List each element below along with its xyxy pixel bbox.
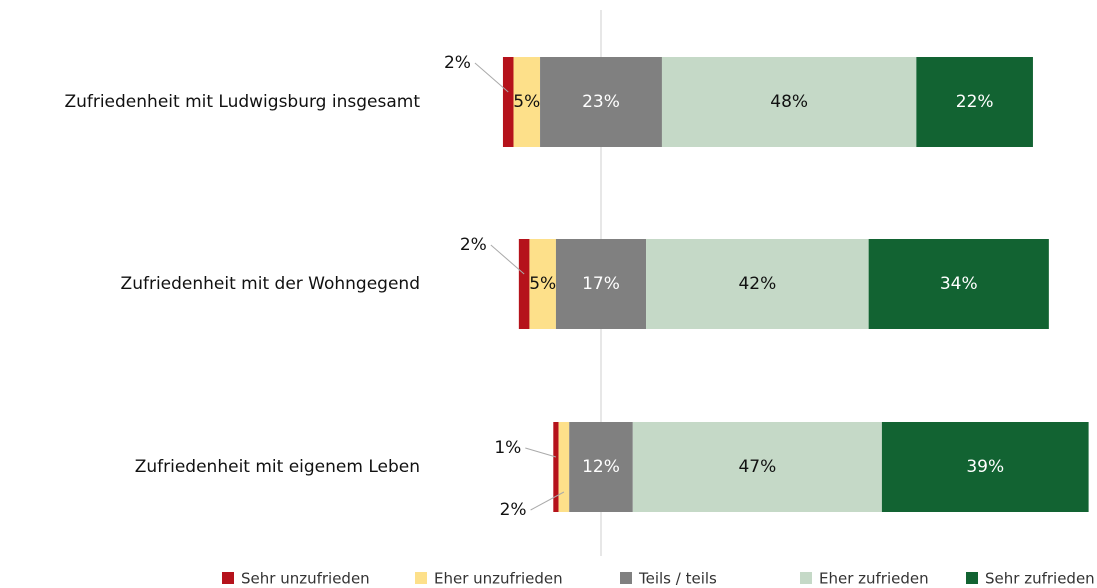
legend-swatch: [222, 572, 234, 584]
bar-segment: [518, 239, 530, 329]
legend-swatch: [620, 572, 632, 584]
value-label: 5%: [513, 92, 540, 112]
bars: [502, 57, 1089, 512]
legend-label: Teils / teils: [638, 570, 717, 588]
bar-segment: [646, 239, 869, 329]
bar-segment: [529, 239, 556, 329]
value-label: 2%: [460, 235, 487, 255]
value-label: 2%: [500, 500, 527, 520]
leader-line: [490, 244, 525, 275]
legend-label: Sehr unzufrieden: [241, 570, 370, 588]
category-label: Zufriedenheit mit Ludwigsburg insgesamt: [64, 92, 420, 112]
value-label: 17%: [582, 274, 620, 294]
bar-segment: [558, 422, 570, 512]
legend-label: Sehr zufrieden: [985, 570, 1095, 588]
category-label: Zufriedenheit mit der Wohngegend: [121, 274, 420, 294]
bar-segment: [868, 239, 1049, 329]
leader-line: [530, 491, 565, 511]
value-label: 12%: [582, 457, 620, 477]
bar-segment: [632, 422, 882, 512]
value-label: 48%: [770, 92, 808, 112]
value-label: 1%: [494, 438, 521, 458]
value-label: 23%: [582, 92, 620, 112]
bar-segment: [502, 57, 514, 147]
legend-label: Eher zufrieden: [819, 570, 929, 588]
value-label: 34%: [940, 274, 978, 294]
leader-line: [525, 447, 557, 458]
bar-segment: [513, 57, 541, 147]
value-label: 22%: [956, 92, 994, 112]
value-label: 2%: [444, 53, 471, 73]
value-label: 47%: [738, 457, 776, 477]
legend-swatch: [800, 572, 812, 584]
value-label: 5%: [529, 274, 556, 294]
labels: Zufriedenheit mit Ludwigsburg insgesamt 2…: [64, 53, 1004, 520]
legend-label: Eher unzufrieden: [434, 570, 563, 588]
bar-segment: [553, 422, 559, 512]
legend-swatch: [966, 572, 978, 584]
legend-swatch: [415, 572, 427, 584]
bar-segment: [555, 239, 647, 329]
bar-segment: [661, 57, 917, 147]
bar-segment: [881, 422, 1089, 512]
value-label: 42%: [738, 274, 776, 294]
leader-line: [474, 62, 509, 93]
value-label: 39%: [966, 457, 1004, 477]
bar-segment: [569, 422, 633, 512]
bar-segment: [540, 57, 662, 147]
category-label: Zufriedenheit mit eigenem Leben: [135, 457, 420, 477]
bar-segment: [916, 57, 1033, 147]
